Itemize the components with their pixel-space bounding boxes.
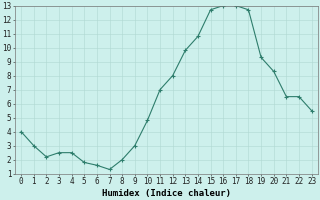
X-axis label: Humidex (Indice chaleur): Humidex (Indice chaleur) <box>102 189 231 198</box>
